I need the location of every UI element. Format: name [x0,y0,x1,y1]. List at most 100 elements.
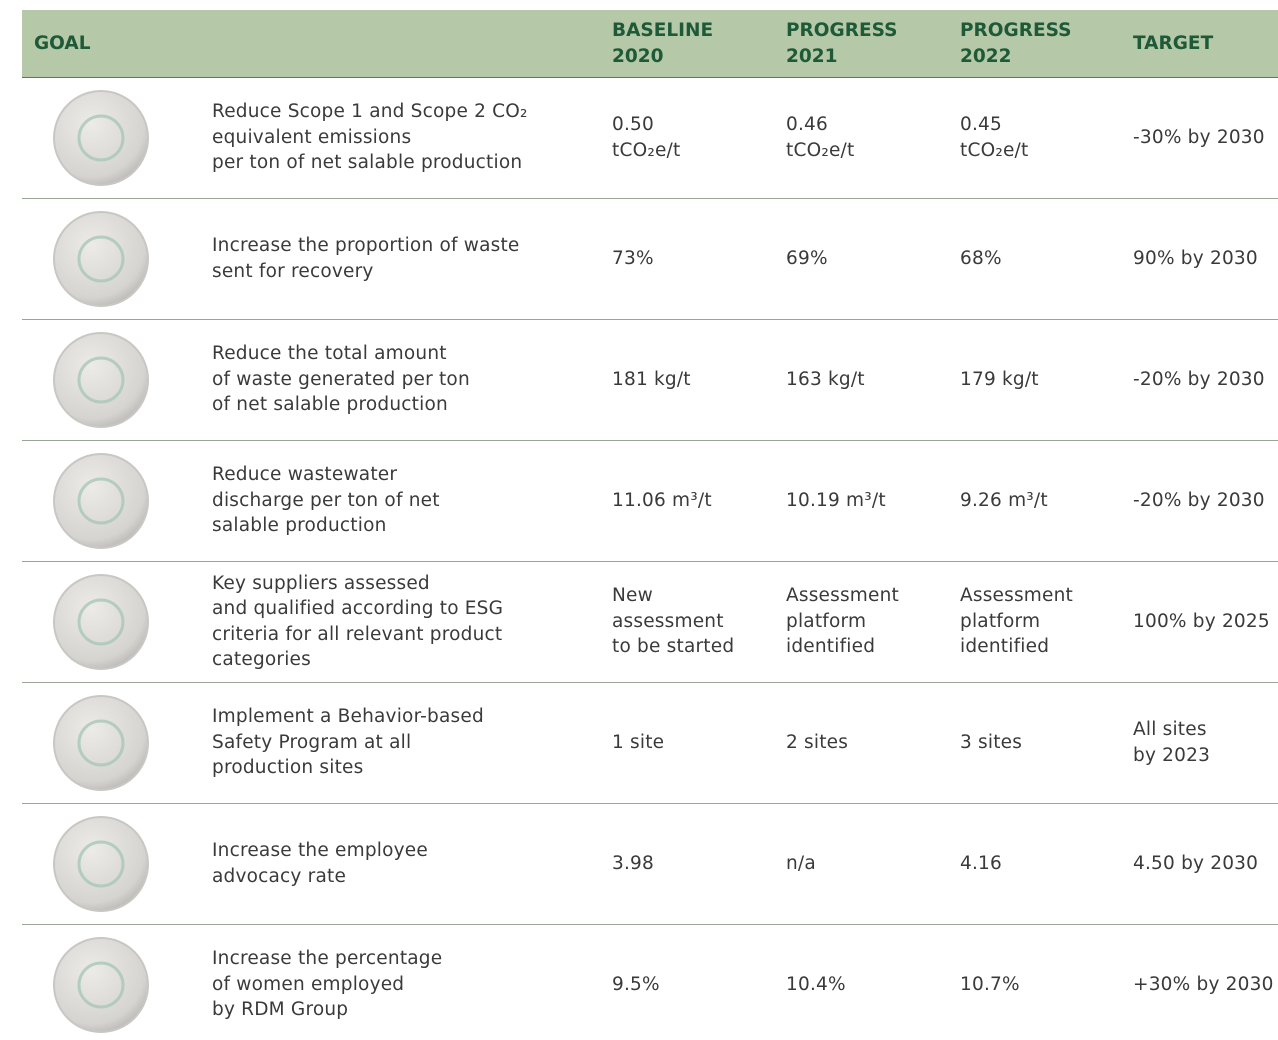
goal-text: Reduce wastewater discharge per ton of ne… [212,441,440,560]
header-goal: GOAL [34,10,91,77]
text-line: discharge per ton of net [212,489,440,511]
text-line: Increase the proportion of waste [212,235,520,256]
value-cell: 10.4% [786,925,846,1040]
text-line: Assessment [960,585,1073,607]
text-line: BASELINE [612,19,714,41]
goal-text: Increase the percentage of women employed… [212,925,442,1040]
value-cell: +30% by 2030 [1133,925,1274,1040]
value-cell: 179 kg/t [960,320,1039,439]
goal-icon [53,453,149,549]
row-separator [22,924,1278,925]
text-line: 181 kg/t [612,368,691,390]
value-cell: 181 kg/t [612,320,691,439]
text-line: -30% by 2030 [1133,126,1265,148]
text-line: sent for recovery [212,260,374,282]
text-line: 11.06 m³/t [612,489,712,511]
row-separator [22,561,1278,562]
text-line: PROGRESS [960,19,1072,41]
goal-text: Increase the employee advocacy rate [212,804,428,923]
value-cell: 11.06 m³/t [612,441,712,560]
value-cell: 4.50 by 2030 [1133,804,1258,923]
text-line: production sites [212,757,364,779]
goal-icon [53,211,149,307]
text-line: n/a [786,852,816,874]
text-line: categories [212,649,311,670]
value-cell: 0.45 tCO₂e/t [960,78,1028,197]
text-line: assessment [612,610,724,632]
text-line: 10.19 m³/t [786,489,886,511]
value-cell: 2 sites [786,683,848,802]
text-line: 0.46 [786,114,828,135]
text-line: 0.50 [612,114,654,135]
value-cell: 163 kg/t [786,320,865,439]
text-line: Key suppliers assessed [212,572,430,594]
value-cell: 0.46 tCO₂e/t [786,78,854,197]
text-line: GOAL [34,32,91,54]
header-column: TARGET [1133,10,1213,77]
text-line: 0.45 [960,114,1002,135]
value-cell: 3.98 [612,804,654,923]
text-line: tCO₂e/t [786,139,855,161]
text-line: 10.4% [786,973,846,995]
header-column: PROGRESS 2022 [960,10,1071,77]
text-line: 9.26 m³/t [960,489,1048,511]
value-cell: -30% by 2030 [1133,78,1265,197]
goal-text: Key suppliers assessed and qualified acco… [212,562,503,681]
text-line: by RDM Group [212,999,349,1021]
value-cell: 9.26 m³/t [960,441,1048,560]
header-band [22,10,1278,78]
value-cell: 9.5% [612,925,660,1040]
row-separator [22,682,1278,683]
text-line: Increase the employee [212,840,428,861]
text-line: advocacy rate [212,865,347,887]
text-line: per ton of net salable production [212,152,523,174]
goal-text: Reduce Scope 1 and Scope 2 CO₂ equivalent… [212,78,528,197]
text-line: of women employed [212,973,405,995]
text-line: 10.7% [960,973,1020,995]
text-line: 69% [786,247,828,269]
text-line: 1 site [612,731,665,753]
value-cell: n/a [786,804,816,923]
text-line: Reduce Scope 1 and Scope 2 CO₂ [212,101,528,123]
goal-icon [53,332,149,428]
text-line: identified [960,636,1050,658]
value-cell: -20% by 2030 [1133,441,1265,560]
value-cell: 69% [786,199,828,318]
text-line: PROGRESS [786,19,898,41]
goal-text: Increase the proportion of waste sent for… [212,199,520,318]
text-line: Reduce wastewater [212,464,398,486]
value-cell: -20% by 2030 [1133,320,1265,439]
text-line: identified [786,636,876,658]
goal-icon [53,937,149,1033]
text-line: 4.50 by 2030 [1133,852,1259,874]
text-line: tCO₂e/t [612,139,681,161]
text-line: 2021 [786,45,838,67]
value-cell: 1 site [612,683,664,802]
row-separator [22,319,1278,320]
text-line: Assessment [786,585,899,607]
text-line: -20% by 2030 [1133,368,1265,390]
goal-icon [53,695,149,791]
text-line: salable production [212,515,387,537]
value-cell: Assessment platform identified [960,562,1073,681]
goal-text: Reduce the total amount of waste generate… [212,320,470,439]
header-column: PROGRESS 2021 [786,10,897,77]
text-line: Increase the percentage [212,948,443,970]
text-line: 163 kg/t [786,368,865,390]
row-separator [22,440,1278,441]
text-line: 179 kg/t [960,368,1039,390]
text-line: 9.5% [612,973,660,995]
text-line: 68% [960,247,1002,269]
text-line: 100% by 2025 [1133,610,1270,632]
row-separator [22,198,1278,199]
value-cell: All sites by 2023 [1133,683,1210,802]
text-line: and qualified according to ESG [212,598,504,619]
text-line: All sites [1133,719,1207,740]
text-line: of waste generated per ton [212,368,470,390]
text-line: 3.98 [612,852,654,874]
goal-icon [53,574,149,670]
text-line: 2 sites [786,731,849,753]
text-line: platform [786,610,867,632]
row-separator [22,803,1278,804]
